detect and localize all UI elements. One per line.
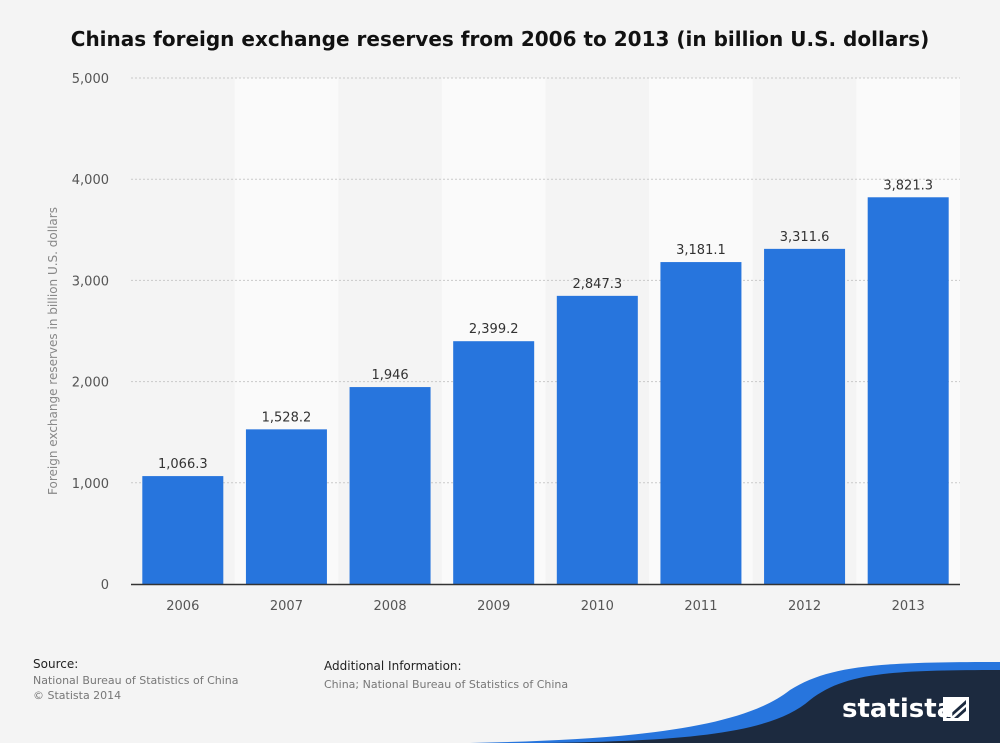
source-line-1: National Bureau of Statistics of China (33, 674, 239, 687)
data-label: 2,399.2 (469, 322, 519, 337)
value-labels: 1,066.3 1,528.2 1,946 2,399.2 2,847.3 3,181.1… (158, 178, 933, 472)
data-label: 3,181.1 (676, 243, 726, 258)
y-tick-label: 3,000 (72, 274, 109, 289)
additional-info-heading: Additional Information: (324, 659, 462, 673)
y-tick-label: 0 (101, 578, 109, 593)
bar (142, 476, 224, 584)
x-tick-label: 2010 (581, 599, 614, 614)
bar (556, 295, 638, 584)
data-label: 2,847.3 (573, 277, 623, 292)
y-tick-label: 2,000 (72, 376, 109, 391)
x-tick-label: 2009 (477, 599, 510, 614)
x-tick-label: 2008 (374, 599, 407, 614)
additional-info-text: China; National Bureau of Statistics of … (324, 678, 569, 691)
data-label: 3,311.6 (780, 230, 830, 245)
statista-logo-icon (943, 697, 969, 721)
y-tick-label: 4,000 (72, 173, 109, 188)
statista-logo-text: statista (842, 694, 955, 724)
data-label: 1,528.2 (262, 410, 312, 425)
bar (245, 429, 327, 584)
source-heading: Source: (33, 657, 79, 671)
data-label: 1,946 (371, 368, 408, 383)
y-tick-label: 1,000 (72, 477, 109, 492)
bar (660, 262, 742, 584)
source-line-2: © Statista 2014 (33, 689, 122, 702)
bar (349, 387, 431, 584)
x-tick-label: 2013 (892, 599, 925, 614)
y-tick-labels: 0 1,000 2,000 3,000 4,000 5,000 (72, 72, 109, 593)
data-label: 3,821.3 (883, 178, 933, 193)
bar (867, 197, 949, 585)
x-tick-labels: 2006 2007 2008 2009 2010 2011 2012 2013 (166, 599, 924, 614)
x-tick-label: 2011 (684, 599, 717, 614)
y-tick-label: 5,000 (72, 72, 109, 87)
bar (764, 248, 846, 584)
x-tick-label: 2007 (270, 599, 303, 614)
chart-title: Chinas foreign exchange reserves from 20… (70, 27, 930, 51)
bar (453, 341, 535, 584)
x-tick-label: 2006 (166, 599, 199, 614)
y-axis-title: Foreign exchange reserves in billion U.S… (46, 207, 60, 495)
brand-dark-swoosh (540, 670, 1000, 743)
bars (142, 197, 949, 585)
x-tick-label: 2012 (788, 599, 821, 614)
data-label: 1,066.3 (158, 457, 208, 472)
